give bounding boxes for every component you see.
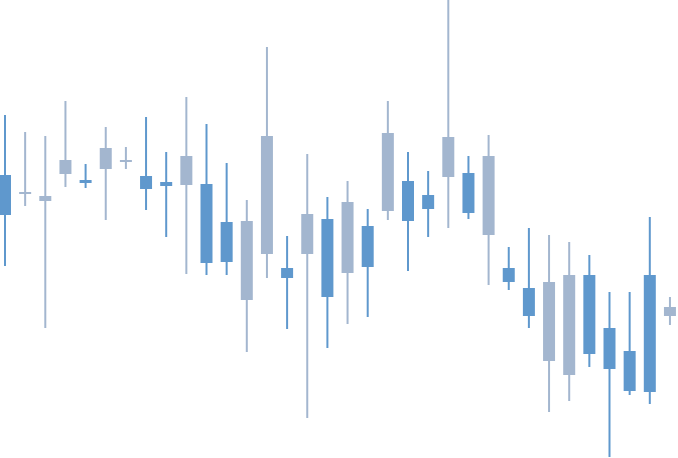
candle <box>603 292 616 457</box>
candle <box>381 101 394 220</box>
candle <box>482 135 495 285</box>
candle-body-down <box>623 351 636 391</box>
candle <box>160 152 173 237</box>
candle-body-up <box>59 160 72 174</box>
candle-body-up <box>301 214 314 254</box>
candle-body-down <box>583 275 596 354</box>
candle <box>442 0 455 228</box>
candle <box>502 247 515 290</box>
candle-body-down <box>160 182 173 186</box>
candle-body-down <box>220 222 233 262</box>
candle <box>361 209 374 317</box>
candle <box>99 127 112 220</box>
candle-body-down <box>422 195 435 209</box>
candle-body-up <box>19 192 32 194</box>
candle <box>39 136 52 328</box>
candle <box>643 217 656 404</box>
candle <box>200 124 213 275</box>
candle-body-down <box>321 219 334 297</box>
candle-body-down <box>140 176 153 189</box>
candle <box>522 228 535 328</box>
candle <box>583 255 596 367</box>
candle <box>422 171 435 237</box>
candle-body-up <box>543 282 556 361</box>
candle-body-up <box>240 221 253 300</box>
candle <box>260 47 273 278</box>
candle <box>623 292 636 395</box>
candle-body-up <box>180 156 193 185</box>
candle-body-up <box>341 202 354 273</box>
candle-body-down <box>281 268 294 278</box>
candle <box>180 97 193 274</box>
candle <box>321 197 334 348</box>
candle <box>79 164 92 188</box>
candle <box>663 297 676 325</box>
candle-body-down <box>402 181 414 221</box>
candle <box>140 117 153 210</box>
candle <box>563 242 576 401</box>
candle <box>462 156 475 219</box>
candle-body-down <box>361 226 374 267</box>
candle <box>281 236 294 329</box>
candle <box>0 115 11 266</box>
candle <box>220 163 233 275</box>
candle-body-down <box>643 275 656 392</box>
candle-body-down <box>502 268 515 282</box>
candle-body-up <box>381 133 394 211</box>
candle-body-up <box>442 137 455 177</box>
candle <box>19 132 32 206</box>
candle-body-down <box>0 175 11 215</box>
candle-body-up <box>119 160 132 162</box>
candle <box>119 147 132 169</box>
candle <box>301 154 314 418</box>
candle-body-up <box>563 275 576 375</box>
candle <box>59 101 72 187</box>
candle-body-up <box>99 148 112 169</box>
candle-body-up <box>482 156 495 235</box>
candle-body-up <box>663 307 676 316</box>
candle-body-down <box>603 328 616 369</box>
candle <box>543 235 556 412</box>
candle-body-down <box>462 173 475 213</box>
candle <box>240 200 253 352</box>
candle <box>402 152 414 271</box>
candle-body-up <box>39 196 52 201</box>
candle-body-up <box>260 136 273 254</box>
candle <box>341 181 354 324</box>
candle-body-down <box>200 184 213 263</box>
candle-body-down <box>79 180 92 183</box>
candle-body-down <box>522 288 535 316</box>
